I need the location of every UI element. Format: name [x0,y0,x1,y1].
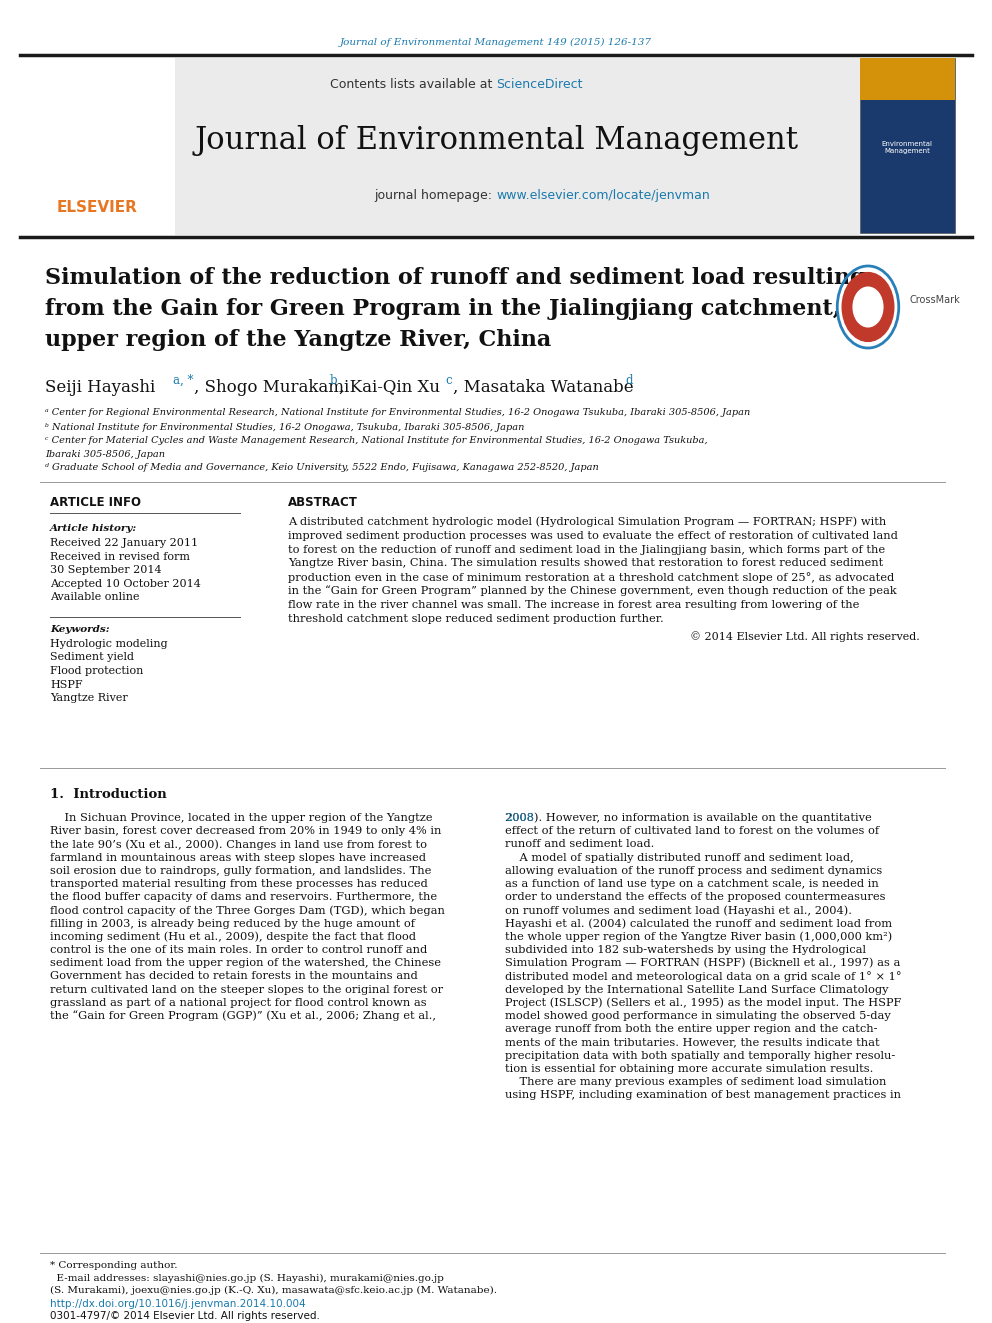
Text: 1.  Introduction: 1. Introduction [50,789,167,802]
Text: in the “Gain for Green Program” planned by the Chinese government, even though r: in the “Gain for Green Program” planned … [288,586,897,597]
Text: Received in revised form: Received in revised form [50,552,190,561]
Text: E-mail addresses: slayashi@nies.go.jp (S. Hayashi), murakami@nies.go.jp: E-mail addresses: slayashi@nies.go.jp (S… [50,1274,443,1282]
Text: 30 September 2014: 30 September 2014 [50,565,162,576]
Text: , Shogo Murakami: , Shogo Murakami [194,378,349,396]
Text: flood control capacity of the Three Gorges Dam (TGD), which began: flood control capacity of the Three Gorg… [50,905,444,916]
Text: c: c [445,374,451,386]
Text: soil erosion due to raindrops, gully formation, and landslides. The: soil erosion due to raindrops, gully for… [50,865,432,876]
Text: ᵈ Graduate School of Media and Governance, Keio University, 5522 Endo, Fujisawa,: ᵈ Graduate School of Media and Governanc… [45,463,599,471]
Text: a, *: a, * [173,374,193,386]
Text: Keywords:: Keywords: [50,626,110,635]
Text: flow rate in the river channel was small. The increase in forest area resulting : flow rate in the river channel was small… [288,599,859,610]
Text: ᶜ Center for Material Cycles and Waste Management Research, National Institute f: ᶜ Center for Material Cycles and Waste M… [45,437,707,446]
Text: from the Gain for Green Program in the Jialingjiang catchment,: from the Gain for Green Program in the J… [45,298,840,320]
Text: upper region of the Yangtze River, China: upper region of the Yangtze River, China [45,329,552,351]
Text: River basin, forest cover decreased from 20% in 1949 to only 4% in: River basin, forest cover decreased from… [50,826,441,836]
Text: order to understand the effects of the proposed countermeasures: order to understand the effects of the p… [505,892,886,902]
Circle shape [853,287,883,327]
Text: Flood protection: Flood protection [50,665,144,676]
Text: ARTICLE INFO: ARTICLE INFO [50,496,141,508]
Text: Yangtze River basin, China. The simulation results showed that restoration to fo: Yangtze River basin, China. The simulati… [288,558,883,569]
Text: 2008: 2008 [505,814,534,823]
Text: , Kai-Qin Xu: , Kai-Qin Xu [339,378,440,396]
Text: return cultivated land on the steeper slopes to the original forest or: return cultivated land on the steeper sl… [50,984,443,995]
Text: Environmental
Management: Environmental Management [882,142,932,155]
Text: 0301-4797/© 2014 Elsevier Ltd. All rights reserved.: 0301-4797/© 2014 Elsevier Ltd. All right… [50,1311,319,1320]
Text: production even in the case of minimum restoration at a threshold catchment slop: production even in the case of minimum r… [288,572,894,582]
Text: Received 22 January 2011: Received 22 January 2011 [50,538,198,548]
Bar [20,58,860,235]
Text: threshold catchment slope reduced sediment production further.: threshold catchment slope reduced sedime… [288,614,664,623]
Text: Ibaraki 305-8506, Japan: Ibaraki 305-8506, Japan [45,450,165,459]
Text: filling in 2003, is already being reduced by the huge amount of: filling in 2003, is already being reduce… [50,918,415,929]
Text: the flood buffer capacity of dams and reservoirs. Furthermore, the: the flood buffer capacity of dams and re… [50,892,437,902]
Text: farmland in mountainous areas with steep slopes have increased: farmland in mountainous areas with steep… [50,852,426,863]
Text: using HSPF, including examination of best management practices in: using HSPF, including examination of bes… [505,1090,901,1101]
Text: d: d [625,374,633,386]
Text: the late 90’s (Xu et al., 2000). Changes in land use from forest to: the late 90’s (Xu et al., 2000). Changes… [50,839,427,849]
Text: transported material resulting from these processes has reduced: transported material resulting from thes… [50,878,428,889]
Text: ScienceDirect: ScienceDirect [496,78,582,91]
Text: * Corresponding author.: * Corresponding author. [50,1261,178,1270]
Text: precipitation data with both spatially and temporally higher resolu-: precipitation data with both spatially a… [505,1050,895,1061]
Text: CrossMark: CrossMark [910,295,960,306]
Text: Sediment yield: Sediment yield [50,652,134,663]
Text: ments of the main tributaries. However, the results indicate that: ments of the main tributaries. However, … [505,1037,880,1048]
Text: effect of the return of cultivated land to forest on the volumes of: effect of the return of cultivated land … [505,826,879,836]
Text: grassland as part of a national project for flood control known as: grassland as part of a national project … [50,998,427,1008]
Text: (S. Murakami), joexu@nies.go.jp (K.-Q. Xu), masawata@sfc.keio.ac.jp (M. Watanabe: (S. Murakami), joexu@nies.go.jp (K.-Q. X… [50,1286,497,1295]
Text: In Sichuan Province, located in the upper region of the Yangtze: In Sichuan Province, located in the uppe… [50,814,433,823]
Text: A model of spatially distributed runoff and sediment load,: A model of spatially distributed runoff … [505,852,854,863]
Text: distributed model and meteorological data on a grid scale of 1° × 1°: distributed model and meteorological dat… [505,971,902,982]
Circle shape [842,273,894,341]
Text: sediment load from the upper region of the watershed, the Chinese: sediment load from the upper region of t… [50,958,441,968]
Bar [860,58,955,233]
Bar [20,58,175,235]
Text: HSPF: HSPF [50,680,82,689]
Text: allowing evaluation of the runoff process and sediment dynamics: allowing evaluation of the runoff proces… [505,865,882,876]
Text: Available online: Available online [50,591,140,602]
Text: Seiji Hayashi: Seiji Hayashi [45,378,156,396]
Text: , Masataka Watanabe: , Masataka Watanabe [453,378,634,396]
Text: 2008). However, no information is available on the quantitative: 2008). However, no information is availa… [505,812,872,823]
Text: A distributed catchment hydrologic model (Hydrological Simulation Program — FORT: A distributed catchment hydrologic model… [288,517,886,528]
Text: on runoff volumes and sediment load (Hayashi et al., 2004).: on runoff volumes and sediment load (Hay… [505,905,852,916]
Text: Yangtze River: Yangtze River [50,693,128,703]
Text: journal homepage:: journal homepage: [374,188,496,201]
Text: Simulation Program — FORTRAN (HSPF) (Bicknell et al., 1997) as a: Simulation Program — FORTRAN (HSPF) (Bic… [505,958,901,968]
Text: subdivided into 182 sub-watersheds by using the Hydrological: subdivided into 182 sub-watersheds by us… [505,945,866,955]
Text: Journal of Environmental Management: Journal of Environmental Management [194,124,798,156]
Text: Journal of Environmental Management 149 (2015) 126-137: Journal of Environmental Management 149 … [340,37,652,46]
Text: model showed good performance in simulating the observed 5-day: model showed good performance in simulat… [505,1011,891,1021]
Text: Article history:: Article history: [50,524,137,532]
Text: the whole upper region of the Yangtze River basin (1,000,000 km²): the whole upper region of the Yangtze Ri… [505,931,892,942]
Text: control is the one of its main roles. In order to control runoff and: control is the one of its main roles. In… [50,945,428,955]
Text: improved sediment production processes was used to evaluate the effect of restor: improved sediment production processes w… [288,531,898,541]
Text: Contents lists available at: Contents lists available at [329,78,496,91]
Text: © 2014 Elsevier Ltd. All rights reserved.: © 2014 Elsevier Ltd. All rights reserved… [690,631,920,642]
Text: Government has decided to retain forests in the mountains and: Government has decided to retain forests… [50,971,418,982]
Text: There are many previous examples of sediment load simulation: There are many previous examples of sedi… [505,1077,887,1088]
Text: average runoff from both the entire upper region and the catch-: average runoff from both the entire uppe… [505,1024,878,1035]
Text: ᵇ National Institute for Environmental Studies, 16-2 Onogawa, Tsukuba, Ibaraki 3: ᵇ National Institute for Environmental S… [45,422,525,431]
Text: as a function of land use type on a catchment scale, is needed in: as a function of land use type on a catc… [505,878,879,889]
Text: www.elsevier.com/locate/jenvman: www.elsevier.com/locate/jenvman [496,188,709,201]
Text: the “Gain for Green Program (GGP)” (Xu et al., 2006; Zhang et al.,: the “Gain for Green Program (GGP)” (Xu e… [50,1011,436,1021]
Text: Project (ISLSCP) (Sellers et al., 1995) as the model input. The HSPF: Project (ISLSCP) (Sellers et al., 1995) … [505,998,902,1008]
Text: ABSTRACT: ABSTRACT [288,496,358,508]
Text: to forest on the reduction of runoff and sediment load in the Jialingjiang basin: to forest on the reduction of runoff and… [288,545,885,554]
Text: incoming sediment (Hu et al., 2009), despite the fact that flood: incoming sediment (Hu et al., 2009), des… [50,931,416,942]
Bar [860,58,955,101]
Text: b: b [330,374,337,386]
Text: ELSEVIER: ELSEVIER [57,201,138,216]
Text: developed by the International Satellite Land Surface Climatology: developed by the International Satellite… [505,984,889,995]
Text: Simulation of the reduction of runoff and sediment load resulting: Simulation of the reduction of runoff an… [45,267,866,288]
Text: runoff and sediment load.: runoff and sediment load. [505,839,655,849]
Text: Hydrologic modeling: Hydrologic modeling [50,639,168,650]
Text: Hayashi et al. (2004) calculated the runoff and sediment load from: Hayashi et al. (2004) calculated the run… [505,918,892,929]
Text: http://dx.doi.org/10.1016/j.jenvman.2014.10.004: http://dx.doi.org/10.1016/j.jenvman.2014… [50,1299,306,1308]
Text: Accepted 10 October 2014: Accepted 10 October 2014 [50,578,200,589]
Text: tion is essential for obtaining more accurate simulation results.: tion is essential for obtaining more acc… [505,1064,873,1074]
Text: ᵃ Center for Regional Environmental Research, National Institute for Environment: ᵃ Center for Regional Environmental Rese… [45,409,750,418]
